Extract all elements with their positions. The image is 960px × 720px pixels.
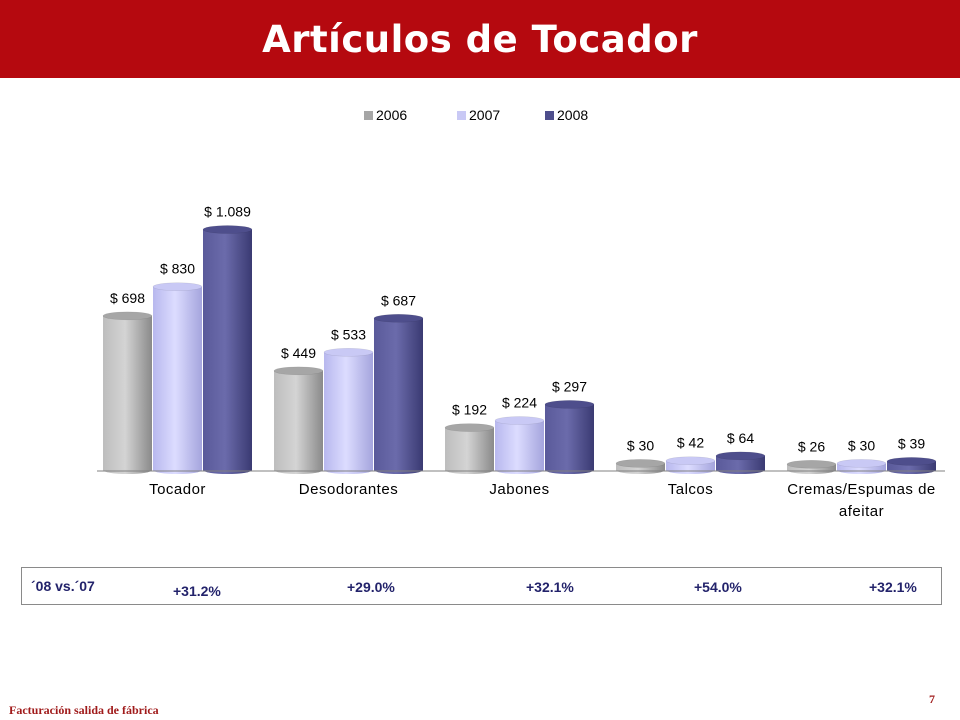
- comparison-box: ´08 vs.´07 +31.2% +29.0% +32.1% +54.0% +…: [21, 567, 942, 605]
- data-label-cremas-espumas-de-afeitar-2007: $ 30: [848, 437, 875, 453]
- bar-desodorantes-2007: [323, 348, 374, 474]
- bar-tocador-2006: [102, 311, 153, 474]
- comparison-value-tocador: +31.2%: [173, 583, 221, 599]
- data-label-desodorantes-2006: $ 449: [281, 345, 316, 361]
- legend-label-2007: 2007: [469, 107, 500, 123]
- bar-cremas-espumas-de-afeitar-2006: [786, 460, 837, 474]
- data-label-jabones-2007: $ 224: [502, 395, 537, 411]
- data-label-talcos-2008: $ 64: [727, 430, 754, 446]
- bar-desodorantes-2006: [273, 366, 324, 474]
- category-label-tocador: Tocador: [149, 481, 206, 498]
- legend-label-2006: 2006: [376, 107, 407, 123]
- comparison-value-talcos: +54.0%: [694, 579, 742, 595]
- comparison-value-cremas: +32.1%: [869, 579, 917, 595]
- bar-tocador-2007: [152, 282, 203, 474]
- data-label-talcos-2007: $ 42: [677, 435, 704, 451]
- category-label-cremas-espumas-de-afeitar: Cremas/Espumas de: [787, 481, 936, 498]
- category-label-talcos: Talcos: [668, 481, 714, 498]
- category-label-desodorantes: Desodorantes: [299, 481, 398, 498]
- data-label-jabones-2006: $ 192: [452, 402, 487, 418]
- bar-desodorantes-2008: [373, 314, 424, 474]
- bar-talcos-2008: [715, 451, 766, 474]
- data-label-cremas-espumas-de-afeitar-2008: $ 39: [898, 435, 925, 451]
- data-label-desodorantes-2007: $ 533: [331, 326, 366, 342]
- footer-note: Facturación salida de fábrica: [9, 703, 159, 717]
- data-label-talcos-2006: $ 30: [627, 437, 654, 453]
- legend-label-2008: 2008: [557, 107, 588, 123]
- page-title: Artículos de Tocador: [262, 17, 698, 61]
- chart-legend: 2006 2007 2008: [364, 107, 588, 123]
- x-axis: Tocador Desodorantes Jabones Talcos Cremas/E…: [97, 470, 945, 520]
- bar-cremas-espumas-de-afeitar-2007: [836, 459, 887, 474]
- data-label-tocador-2006: $ 698: [110, 290, 145, 306]
- legend-swatch-2008: [545, 111, 554, 120]
- comparison-value-desodorantes: +29.0%: [347, 579, 395, 595]
- page-number: 7: [929, 692, 935, 706]
- legend-swatch-2006: [364, 111, 373, 120]
- bar-jabones-2008: [544, 400, 595, 474]
- data-labels-group: $ 698 $ 830 $ 1.089 $ 449 $ 533 $ 687 $ 192 $ 2…: [110, 204, 925, 455]
- bar-tocador-2008: [202, 225, 253, 474]
- bar-cremas-espumas-de-afeitar-2008: [886, 457, 937, 474]
- data-label-tocador-2007: $ 830: [160, 261, 195, 277]
- data-label-tocador-2008: $ 1.089: [204, 204, 251, 220]
- bar-talcos-2006: [615, 459, 666, 474]
- comparison-value-jabones: +32.1%: [526, 579, 574, 595]
- bar-jabones-2007: [494, 416, 545, 474]
- data-label-cremas-espumas-de-afeitar-2006: $ 26: [798, 438, 825, 454]
- title-bar: Artículos de Tocador: [0, 0, 960, 78]
- bar-jabones-2006: [444, 423, 495, 474]
- category-label-jabones: Jabones: [489, 481, 549, 498]
- data-label-jabones-2008: $ 297: [552, 378, 587, 394]
- category-label-cremas-espumas-de-afeitar-line2: afeitar: [839, 503, 884, 520]
- bars-group: [102, 225, 937, 474]
- legend-swatch-2007: [457, 111, 466, 120]
- bar-chart: 2006 2007 2008 $ 698 $ 830 $ 1.089 $ 449 $ 533…: [97, 107, 945, 520]
- comparison-label: ´08 vs.´07: [31, 578, 95, 594]
- data-label-desodorantes-2008: $ 687: [381, 292, 416, 308]
